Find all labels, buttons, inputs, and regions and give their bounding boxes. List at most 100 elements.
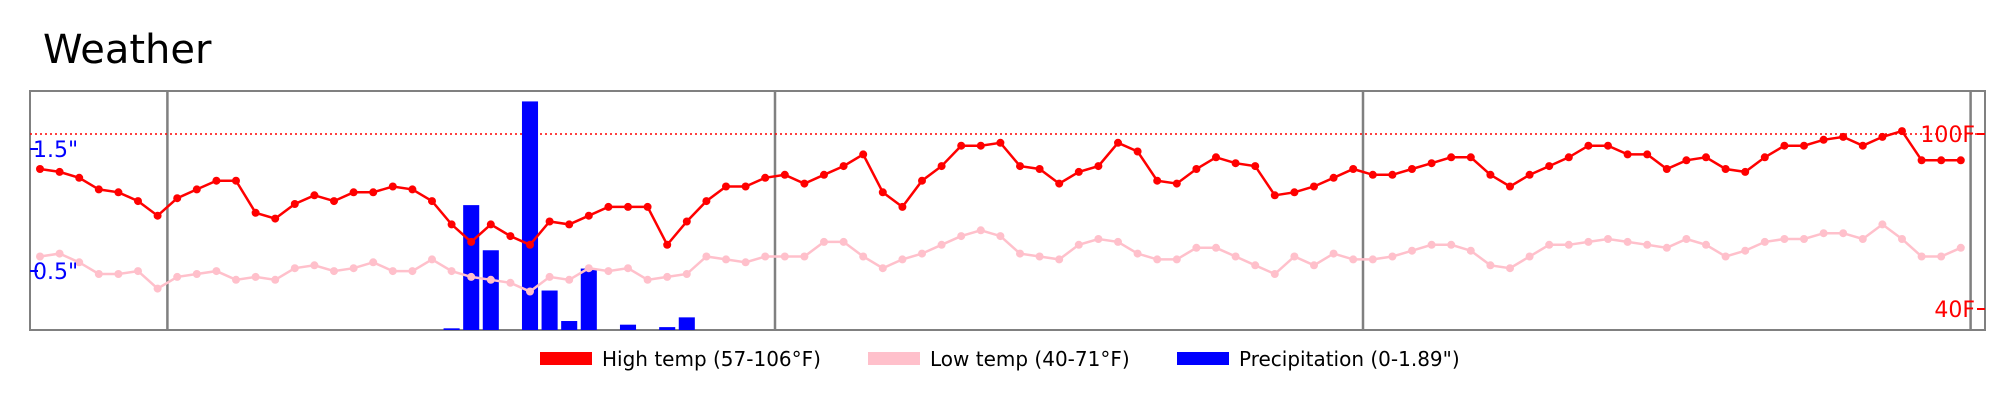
high-temp-point-53 xyxy=(1074,167,1083,176)
high-temp-point-58 xyxy=(1172,179,1181,188)
high-temp-point-93 xyxy=(1858,141,1867,150)
high-temp-point-55 xyxy=(1114,138,1122,147)
high-temp-point-66 xyxy=(1329,173,1338,182)
low-temp-point-48 xyxy=(976,226,985,235)
low-temp-point-37 xyxy=(761,252,770,261)
high-temp-point-28 xyxy=(584,211,593,220)
high-temp-point-38 xyxy=(780,170,789,179)
high-temp-point-75 xyxy=(1506,182,1514,191)
low-temp-point-83 xyxy=(1662,243,1671,252)
high-temp-point-65 xyxy=(1310,182,1318,191)
high-temp-point-51 xyxy=(1035,165,1044,173)
low-temp-point-38 xyxy=(780,252,789,261)
high-temp-point-85 xyxy=(1702,153,1710,162)
low-temp-point-50 xyxy=(1016,249,1024,258)
high-temp-point-64 xyxy=(1290,188,1299,197)
high-temp-point-62 xyxy=(1251,162,1260,171)
low-temp-point-58 xyxy=(1172,255,1181,264)
legend: High temp (57-106°F) Low temp (40-71°F) … xyxy=(540,347,1460,371)
high-temp-point-67 xyxy=(1349,165,1358,173)
chart-title: Weather xyxy=(43,27,212,73)
low-temp-point-16 xyxy=(349,264,358,273)
precip-bar-30 xyxy=(619,324,637,330)
low-temp-point-39 xyxy=(800,252,809,261)
low-temp-point-97 xyxy=(1937,252,1946,261)
high-temp-point-74 xyxy=(1486,170,1495,179)
high-temp-point-16 xyxy=(349,188,358,197)
high-temp-point-60 xyxy=(1212,153,1220,162)
high-temp-point-59 xyxy=(1192,165,1201,173)
high-temp-point-25 xyxy=(526,240,534,249)
legend-swatch-low xyxy=(868,352,920,365)
low-temp-point-22 xyxy=(467,272,476,281)
low-temp-point-93 xyxy=(1858,235,1867,243)
high-temp-point-44 xyxy=(898,202,907,211)
low-temp-point-88 xyxy=(1760,237,1769,246)
precip-bar-21 xyxy=(443,328,460,330)
high-temp-point-43 xyxy=(878,188,887,197)
high-temp-point-17 xyxy=(369,188,378,197)
high-temp-point-82 xyxy=(1643,150,1652,159)
precipitation-bars xyxy=(443,101,695,330)
low-temp-point-90 xyxy=(1800,235,1808,243)
low-temp-point-78 xyxy=(1564,240,1573,249)
low-temp-point-10 xyxy=(232,275,240,284)
low-temp-point-9 xyxy=(212,267,221,276)
low-temp-point-91 xyxy=(1819,229,1828,238)
high-temp-point-72 xyxy=(1447,153,1456,162)
high-temp-point-37 xyxy=(761,173,770,182)
high-temp-point-86 xyxy=(1721,165,1730,173)
high-temp-point-19 xyxy=(408,185,417,194)
high-temp-point-27 xyxy=(565,220,574,229)
high-temp-point-7 xyxy=(173,194,182,203)
low-temp-point-42 xyxy=(859,252,868,261)
high-temp-point-77 xyxy=(1545,162,1554,171)
high-temp-point-36 xyxy=(741,182,750,191)
low-temp-point-49 xyxy=(996,232,1005,241)
high-temp-point-31 xyxy=(643,202,652,211)
precip-bar-26 xyxy=(541,290,558,330)
plot-frame xyxy=(29,90,1986,331)
low-temp-point-21 xyxy=(447,267,456,276)
high-temp-point-5 xyxy=(134,197,142,206)
low-temp-point-57 xyxy=(1153,255,1162,264)
low-temp-point-29 xyxy=(604,267,613,276)
low-temp-point-34 xyxy=(702,252,711,261)
low-temp-point-67 xyxy=(1349,255,1358,264)
high-temp-point-14 xyxy=(310,191,319,200)
period-separators xyxy=(166,91,1972,330)
high-temp-point-1 xyxy=(55,167,64,176)
high-temp-point-45 xyxy=(918,176,926,185)
low-temp-point-1 xyxy=(55,249,64,258)
low-temp-point-36 xyxy=(741,258,750,267)
low-temp-point-27 xyxy=(565,275,574,284)
low-temp-point-30 xyxy=(624,264,632,273)
high-temp-point-96 xyxy=(1917,156,1926,165)
temperature-axis-ticks: 100F 40F xyxy=(1920,123,1985,323)
low-temp-point-73 xyxy=(1466,246,1475,255)
low-temp-point-79 xyxy=(1584,237,1593,246)
high-temp-point-50 xyxy=(1016,162,1024,171)
precip-axis-ticks: 1.5" 0.5" xyxy=(30,138,78,285)
high-temp-point-2 xyxy=(75,173,84,182)
high-temp-point-20 xyxy=(428,197,436,206)
low-temp-point-74 xyxy=(1486,261,1495,270)
high-temp-point-52 xyxy=(1055,179,1064,188)
legend-label-high: High temp (57-106°F) xyxy=(602,347,821,371)
high-temp-point-71 xyxy=(1427,159,1436,168)
high-temp-point-46 xyxy=(937,162,946,171)
low-temp-point-14 xyxy=(310,261,319,270)
plot-area xyxy=(29,90,1986,331)
low-temp-point-84 xyxy=(1682,235,1691,243)
low-temp-point-45 xyxy=(918,249,926,258)
precip-bar-22 xyxy=(463,205,480,330)
low-temp-point-12 xyxy=(271,275,280,284)
high-temp-point-13 xyxy=(290,200,299,208)
low-temp-point-5 xyxy=(134,267,142,276)
low-temp-point-89 xyxy=(1780,235,1789,243)
precip-tick-label-1: 0.5" xyxy=(33,260,78,285)
low-temp-point-52 xyxy=(1055,255,1064,264)
high-temp-point-98 xyxy=(1956,156,1965,165)
legend-label-low: Low temp (40-71°F) xyxy=(930,347,1130,371)
low-temp-point-25 xyxy=(526,287,534,296)
